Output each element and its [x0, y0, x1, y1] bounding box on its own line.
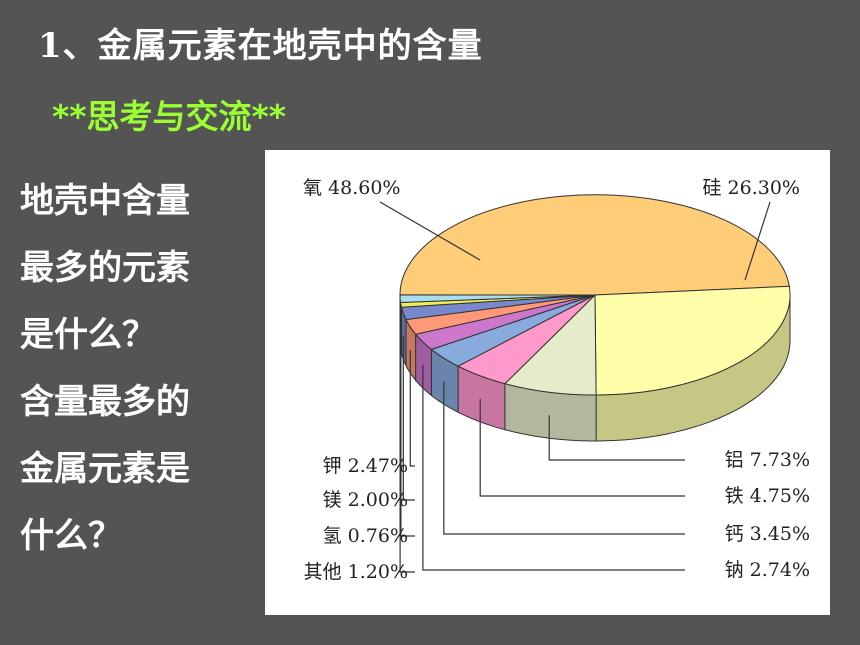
pie-slice-其他 — [399, 294, 596, 304]
question-line: 金属元素是 — [20, 449, 190, 489]
leader-line-硅 — [744, 201, 771, 281]
question-line: 含量最多的 — [20, 382, 190, 422]
slice-label-硅: 硅 26.30% — [703, 177, 801, 199]
slice-label-钾: 钾 2.47% — [323, 455, 408, 477]
leader-line-氢 — [400, 327, 415, 537]
pie-chart: 氧 48.60% 硅 26.30% 铝 7.73% 铁 4.75% 钙 3.45% 钠 2… — [303, 177, 810, 583]
leader-line-其他 — [399, 321, 415, 573]
leader-line-镁 — [402, 336, 415, 501]
question-line: 是什么？ — [20, 315, 156, 355]
leader-line-钙 — [443, 381, 685, 535]
pie-slice-铝 — [503, 293, 597, 396]
leader-line-铝 — [548, 415, 685, 461]
slice-label-其他: 其他 1.20% — [304, 561, 408, 583]
slice-label-镁: 镁 2.00% — [323, 489, 408, 511]
leader-line-钠 — [422, 365, 685, 571]
question-line: 最多的元素 — [20, 248, 190, 288]
slice-label-钠: 钠 2.74% — [725, 559, 810, 581]
leader-line-钾 — [409, 350, 415, 467]
page-title: 1、金属元素在地壳中的含量 — [38, 26, 483, 66]
question-line: 地壳中含量 — [20, 181, 190, 221]
slice-label-钙: 钙 3.45% — [725, 523, 810, 545]
slice-label-铝: 铝 7.73% — [725, 449, 810, 471]
slice-label-氢: 氢 0.76% — [323, 525, 408, 547]
slice-label-氧: 氧 48.60% — [303, 177, 401, 199]
leader-line-铁 — [479, 398, 685, 497]
question-line: 什么？ — [20, 516, 122, 556]
page-subtitle: **思考与交流** — [52, 97, 287, 136]
leader-line-氧 — [379, 201, 481, 261]
slice-label-铁: 铁 4.75% — [725, 485, 810, 507]
pie-slice-硅 — [594, 285, 791, 396]
question-text: 地壳中含量 最多的元素 是什么？ 含量最多的 金属元素是 什么？ — [20, 168, 252, 570]
pie-slice-氧 — [399, 194, 790, 296]
pie-chart-panel: 氧 48.60% 硅 26.30% 铝 7.73% 铁 4.75% 钙 3.45% 钠 2… — [265, 150, 830, 615]
